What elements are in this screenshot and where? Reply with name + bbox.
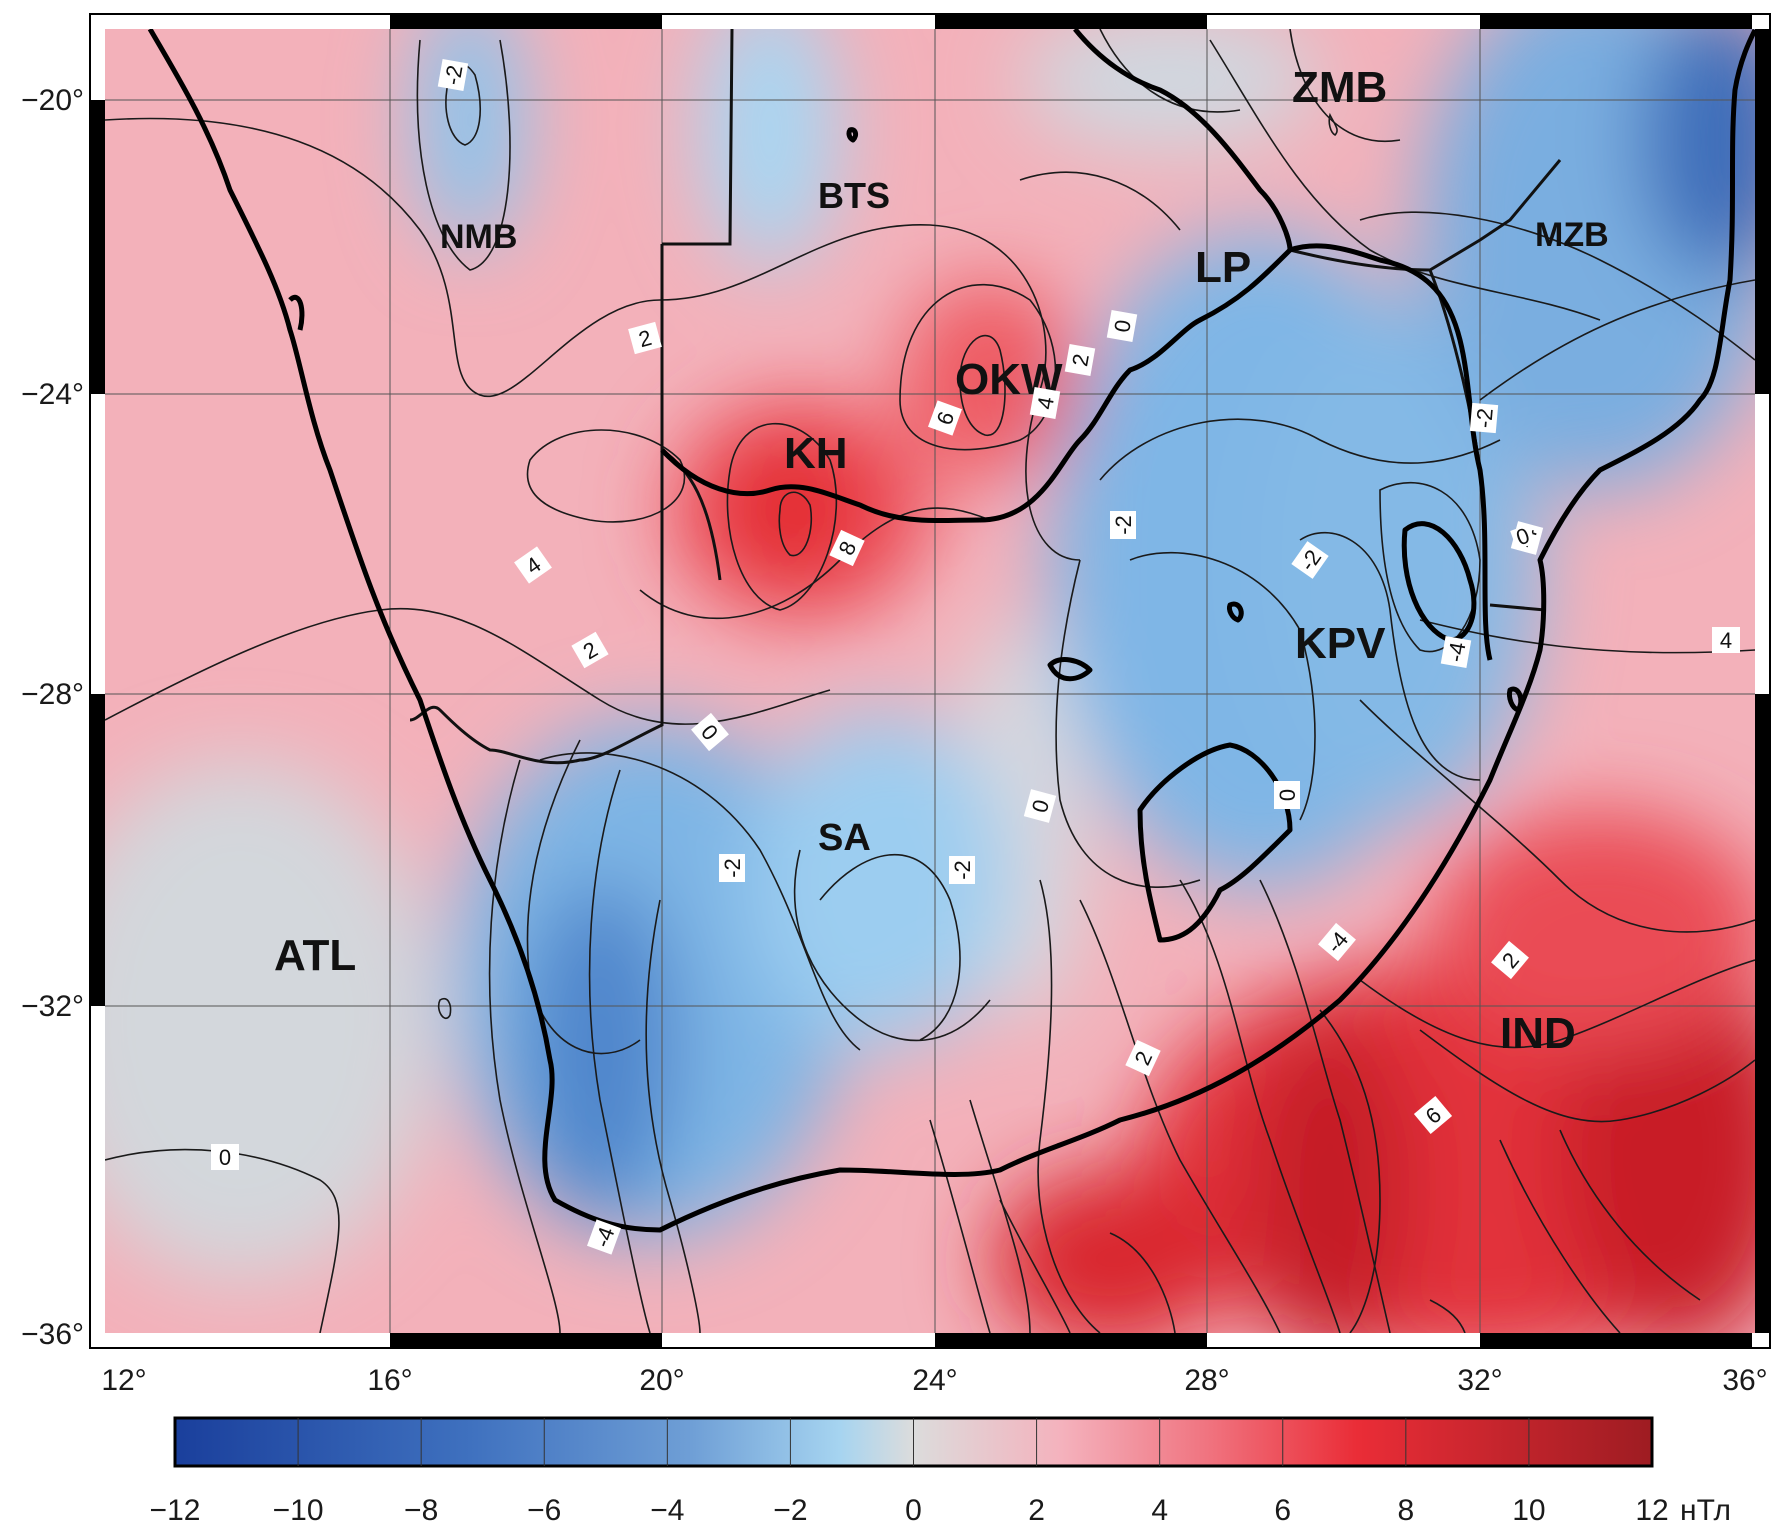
contour-label: 0 bbox=[219, 1145, 231, 1170]
contour-label: -2 bbox=[720, 858, 745, 878]
colorbar-tick-label: 4 bbox=[1151, 1494, 1168, 1527]
colorbar-tick-label: −6 bbox=[527, 1494, 561, 1527]
lat-tick-label: −24° bbox=[21, 378, 84, 411]
lon-tick-label: 20° bbox=[639, 1364, 684, 1397]
contour-label: -2 bbox=[439, 63, 467, 87]
contour-label: -2 bbox=[1111, 515, 1136, 535]
lat-tick-label: −28° bbox=[21, 678, 84, 711]
colorbar-tick-label: 2 bbox=[1028, 1494, 1045, 1527]
region-label-atl: ATL bbox=[274, 931, 356, 980]
lon-tick-label: 24° bbox=[912, 1364, 957, 1397]
contour-label: -4 bbox=[1442, 640, 1470, 664]
colorbar-tick-label: 0 bbox=[905, 1494, 922, 1527]
lon-tick-label: 16° bbox=[367, 1364, 412, 1397]
colorbar-tick-label: −4 bbox=[650, 1494, 684, 1527]
colorbar-tick-label: 10 bbox=[1512, 1494, 1545, 1527]
colorbar-tick-marks bbox=[297, 1418, 1530, 1466]
contour-lines bbox=[105, 29, 1755, 1333]
region-label-zmb: ZMB bbox=[1292, 63, 1387, 112]
region-label-kpv: KPV bbox=[1295, 619, 1386, 668]
contour-label: 4 bbox=[1720, 628, 1732, 653]
colorbar-tick-label: −12 bbox=[150, 1494, 201, 1527]
contour-labels: -2 2 4 2 6 4 2 0 8 0 -2 -2 0 -2 -2 0 -4 … bbox=[211, 58, 1740, 1255]
lat-tick-label: −32° bbox=[21, 990, 84, 1023]
coastline bbox=[147, 29, 1755, 1233]
lat-tick-label: −20° bbox=[21, 84, 84, 117]
colorbar-tick-label: 12 bbox=[1635, 1494, 1668, 1527]
region-label-kh: KH bbox=[784, 429, 848, 478]
region-label-ind: IND bbox=[1500, 1009, 1576, 1058]
contour-label: 4 bbox=[1032, 395, 1059, 411]
lon-tick-label: 12° bbox=[101, 1364, 146, 1397]
colorbar-tick-label: 6 bbox=[1274, 1494, 1291, 1527]
colorbar-tick-label: −2 bbox=[773, 1494, 807, 1527]
contour-label: 2 bbox=[1067, 352, 1094, 368]
anomaly-field: NMB BTS ZMB MZB LP OKW KH KPV SA ATL IND… bbox=[105, 29, 1755, 1333]
colorbar-tick-label: −10 bbox=[273, 1494, 324, 1527]
contour-label: 0 bbox=[1275, 789, 1300, 801]
contour-label: 0 bbox=[1109, 318, 1136, 334]
region-label-lp: LP bbox=[1195, 243, 1251, 292]
colorbar-unit: нТл bbox=[1680, 1494, 1731, 1527]
colorbar-tick-label: −8 bbox=[404, 1494, 438, 1527]
colorbar: −12 −10 −8 −6 −4 −2 0 2 4 6 8 10 12 нТл bbox=[150, 1416, 1731, 1527]
lat-tick-label: −36° bbox=[21, 1318, 84, 1351]
lon-tick-labels: 12° 16° 20° 24° 28° 32° 36° bbox=[101, 1364, 1767, 1397]
region-label-bts: BTS bbox=[818, 175, 890, 216]
contour-label: -2 bbox=[1471, 407, 1498, 429]
lon-tick-label: 36° bbox=[1722, 1364, 1767, 1397]
region-label-nmb: NMB bbox=[440, 218, 517, 256]
lat-tick-labels: −20° −24° −28° −32° −36° bbox=[21, 84, 84, 1351]
lon-tick-label: 32° bbox=[1457, 1364, 1502, 1397]
lon-tick-label: 28° bbox=[1184, 1364, 1229, 1397]
colorbar-tick-label: 8 bbox=[1397, 1494, 1414, 1527]
region-label-sa: SA bbox=[818, 817, 871, 859]
region-label-mzb: MZB bbox=[1535, 216, 1609, 254]
colorbar-tick-labels: −12 −10 −8 −6 −4 −2 0 2 4 6 8 10 12 bbox=[150, 1494, 1669, 1527]
contour-label: -2 bbox=[950, 860, 975, 880]
region-labels: NMB BTS ZMB MZB LP OKW KH KPV SA ATL IND bbox=[274, 63, 1609, 1058]
